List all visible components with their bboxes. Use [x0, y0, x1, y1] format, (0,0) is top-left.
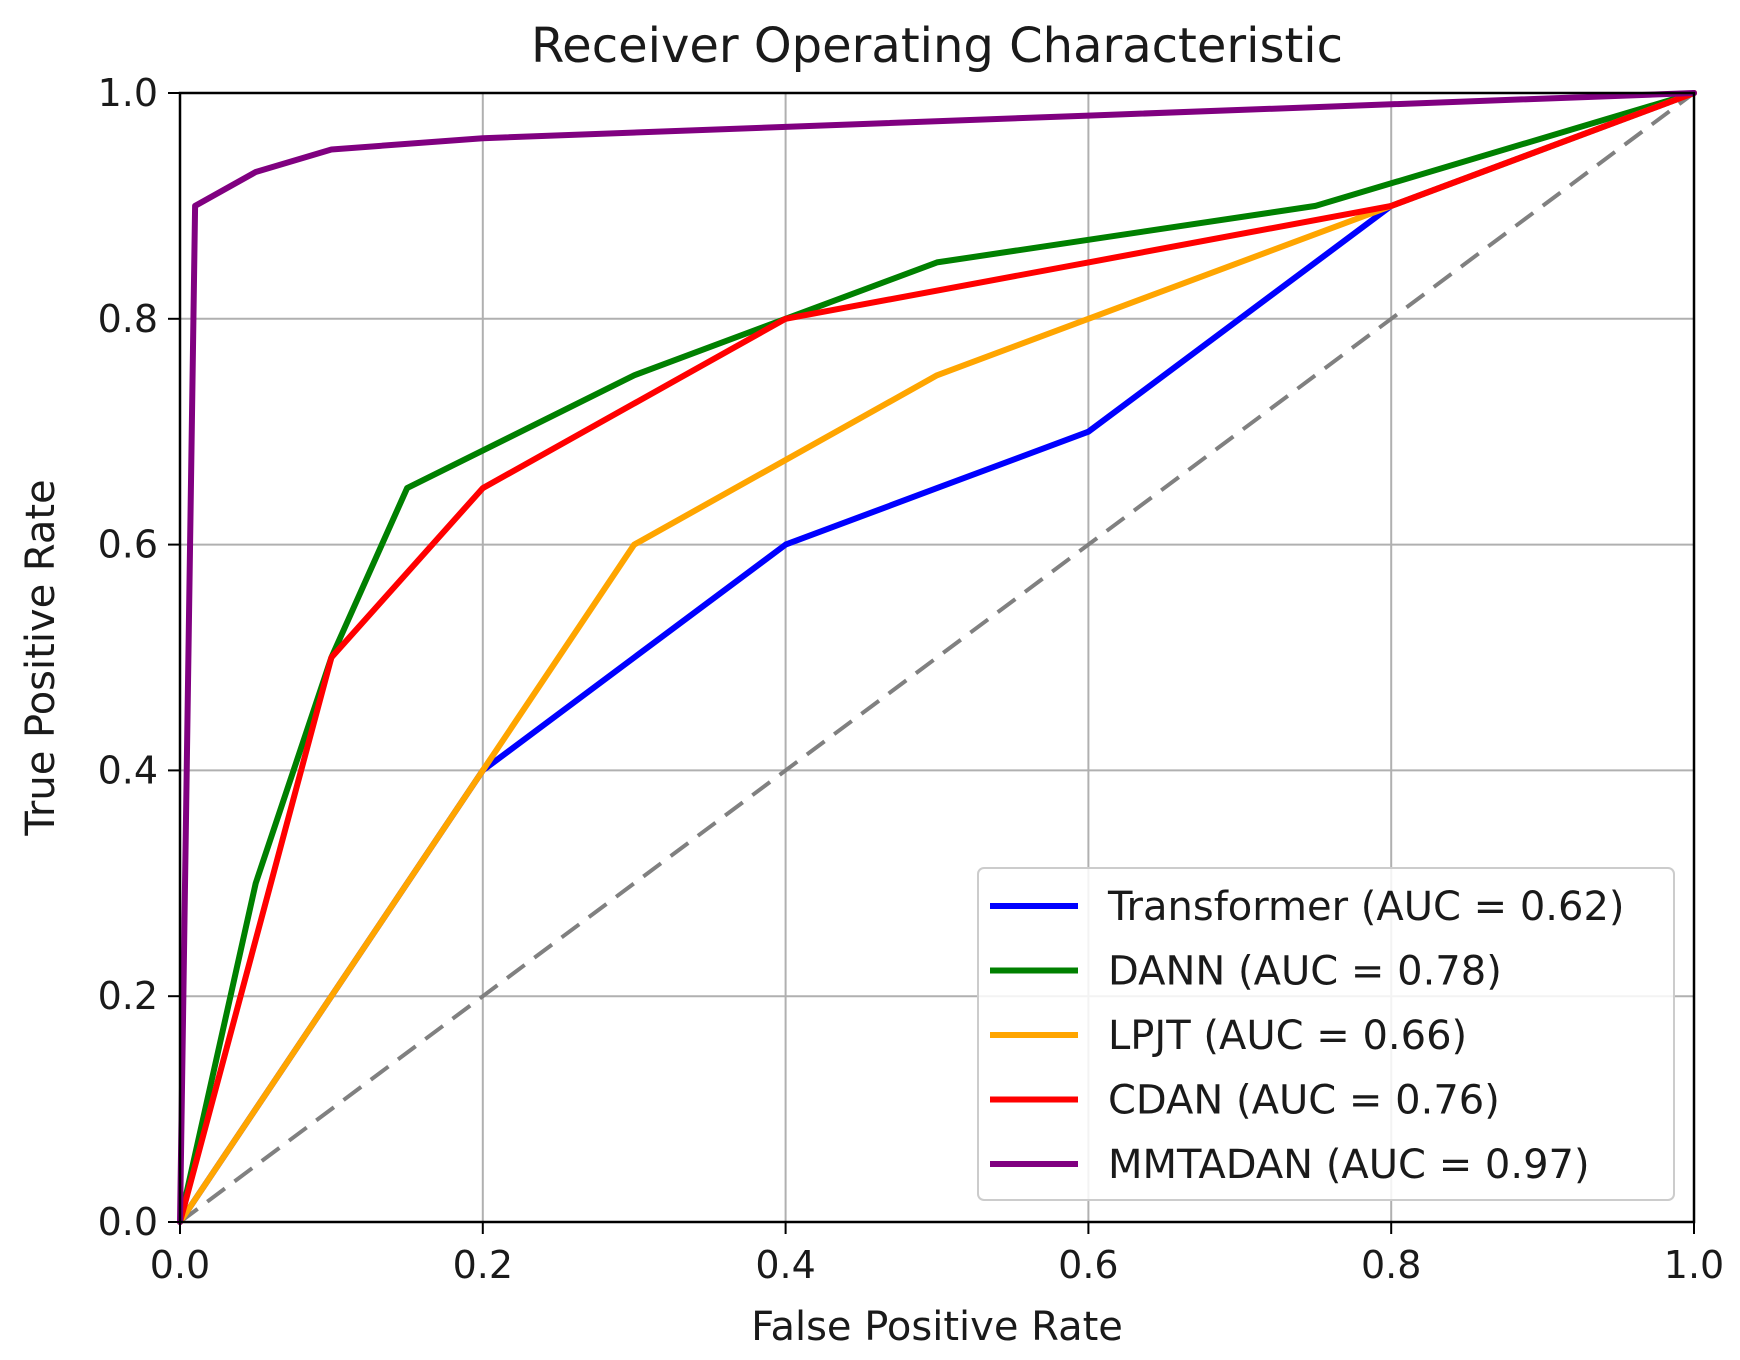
legend-item-cdan: CDAN (AUC = 0.76)	[990, 1078, 1500, 1124]
y-tick-label: 0.8	[98, 297, 158, 341]
x-tick-label: 0.0	[150, 1243, 210, 1287]
y-tick-label: 0.4	[98, 748, 158, 792]
plot-frame	[178, 91, 1696, 1224]
y-tick-label: 0.0	[98, 1200, 158, 1244]
legend-label: LPJT (AUC = 0.66)	[1108, 1013, 1467, 1059]
legend: Transformer (AUC = 0.62) DANN (AUC = 0.78…	[977, 867, 1675, 1201]
x-axis-ticks: 0.0 0.2 0.4 0.6 0.8 1.0	[150, 1222, 1724, 1287]
series-line-dann	[177, 90, 1697, 1225]
legend-box	[977, 867, 1675, 1201]
chance-diagonal-line	[178, 91, 1696, 1224]
y-axis-ticks: 0.0 0.2 0.4 0.6 0.8 1.0	[98, 71, 180, 1244]
chance-line-group	[178, 91, 1696, 1224]
legend-item-dann: DANN (AUC = 0.78)	[990, 949, 1502, 995]
legend-label: MMTADAN (AUC = 0.97)	[1108, 1142, 1590, 1188]
legend-item-lpjt: LPJT (AUC = 0.66)	[990, 1013, 1467, 1059]
legend-label: DANN (AUC = 0.78)	[1108, 949, 1502, 995]
chart-title: Receiver Operating Characteristic	[531, 18, 1343, 74]
series-lines	[177, 90, 1697, 1225]
x-tick-label: 0.8	[1361, 1243, 1421, 1287]
x-tick-label: 1.0	[1664, 1243, 1724, 1287]
legend-item-mmtadan: MMTADAN (AUC = 0.97)	[990, 1142, 1590, 1188]
y-tick-label: 0.6	[98, 523, 158, 567]
legend-label: CDAN (AUC = 0.76)	[1108, 1078, 1500, 1124]
x-tick-label: 0.4	[755, 1243, 815, 1287]
y-tick-label: 1.0	[98, 71, 158, 115]
legend-item-transformer: Transformer (AUC = 0.62)	[990, 884, 1625, 930]
legend-items: Transformer (AUC = 0.62) DANN (AUC = 0.78…	[990, 884, 1625, 1188]
series-line-cdan	[177, 90, 1697, 1225]
x-tick-label: 0.2	[453, 1243, 513, 1287]
y-tick-label: 0.2	[98, 974, 158, 1018]
x-tick-label: 0.6	[1058, 1243, 1118, 1287]
series-line-lpjt	[177, 90, 1697, 1225]
legend-label: Transformer (AUC = 0.62)	[1107, 884, 1625, 930]
y-axis-label: True Positive Rate	[18, 479, 64, 836]
series-line-mmtadan	[177, 90, 1697, 1225]
x-axis-label: False Positive Rate	[751, 1304, 1123, 1350]
